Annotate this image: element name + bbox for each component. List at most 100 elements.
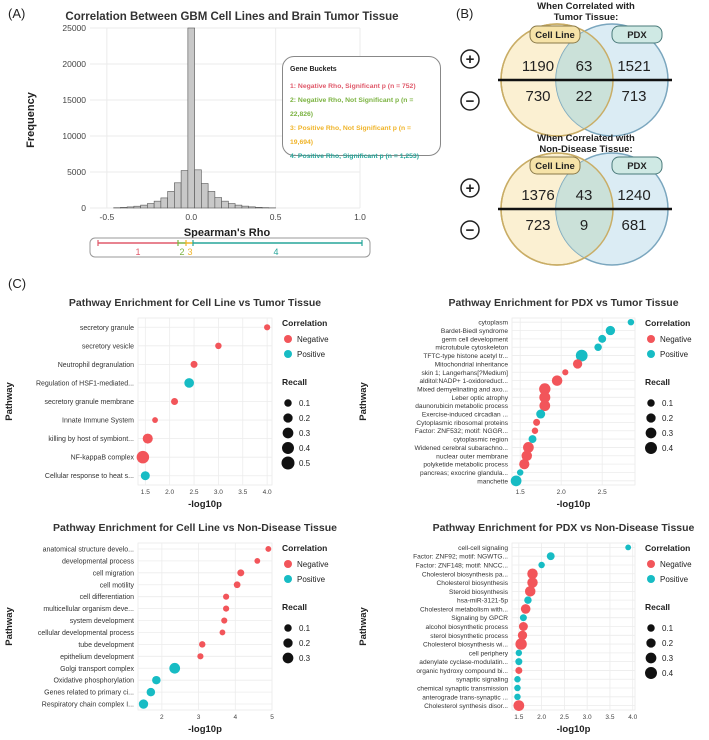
x-tick-label: 2.0 <box>557 489 566 496</box>
pathway-point <box>528 435 537 444</box>
pathway-point <box>527 568 538 580</box>
histogram-x-tick: 0.0 <box>185 212 197 222</box>
venn-bottom-plus-icon <box>460 178 480 198</box>
pathway-point <box>513 700 525 711</box>
legend-correlation-title: Correlation <box>282 318 327 328</box>
pathway-point <box>515 649 523 657</box>
x-tick-label: 1.5 <box>141 489 150 496</box>
chart-title: Pathway Enrichment for Cell Line vs Non-… <box>53 522 337 534</box>
legend-recall-label: 0.2 <box>662 639 674 648</box>
pathway-label: Neutrophil degranulation <box>58 362 134 369</box>
x-axis-label: -log10p <box>557 724 591 735</box>
pathway-label: manchette <box>477 478 508 485</box>
pathway-label: developmental process <box>62 558 134 565</box>
legend-recall-swatch <box>282 442 294 454</box>
venn-bottom-cellline-label: Cell Line <box>535 161 575 172</box>
venn-top-pos-left: 1190 <box>522 58 554 75</box>
legend-recall-swatch <box>284 624 292 632</box>
pathway-point <box>265 546 272 552</box>
legend-recall-label: 0.5 <box>299 459 311 468</box>
pathway-point <box>538 561 545 569</box>
histogram-title: Correlation Between GBM Cell Lines and B… <box>65 11 398 23</box>
venn-bottom-neg-left: 723 <box>525 217 550 234</box>
x-tick-label: 1.5 <box>516 489 525 496</box>
histogram-y-tick: 10000 <box>62 131 86 141</box>
pathway-chart-pdx-nondisease: Pathway Enrichment for PDX vs Non-Diseas… <box>358 522 695 735</box>
histogram-chart: Correlation Between GBM Cell Lines and B… <box>25 11 399 258</box>
pathway-point <box>516 469 524 476</box>
legend-negative-label: Negative <box>297 560 329 569</box>
pathway-chart-cellline-nondisease: Pathway Enrichment for Cell Line vs Non-… <box>4 522 337 735</box>
pathway-label: synaptic signaling <box>456 677 508 684</box>
x-tick-label: 3.5 <box>605 714 614 721</box>
histogram-bar <box>153 200 162 209</box>
pathway-label: Mixed demyelinating and axo... <box>417 386 508 393</box>
pathway-point <box>136 450 150 464</box>
pathway-point <box>524 586 536 597</box>
pathway-label: NF-kappaB complex <box>71 455 135 462</box>
legend-recall-swatch <box>645 427 657 439</box>
venn-top-minus-symbol: − <box>466 93 475 110</box>
pathway-label: secretory granule membrane <box>45 399 135 406</box>
legend-correlation-title: Correlation <box>282 543 327 553</box>
venn-top-cellline-tag <box>529 25 581 44</box>
y-axis-label: Pathway <box>358 382 369 421</box>
pathway-point <box>546 552 555 561</box>
legend-recall-label: 0.3 <box>299 429 311 438</box>
pathway-point <box>625 544 632 551</box>
pathway-point <box>524 596 532 604</box>
pathway-label: Widened cerebral subarachno... <box>415 445 509 452</box>
legend-recall-swatch <box>284 399 292 407</box>
histogram-bar <box>167 191 175 209</box>
legend-recall-title: Recall <box>645 602 670 612</box>
pathway-label: Respiratory chain complex I... <box>42 702 134 709</box>
pathway-label: Golgi transport complex <box>60 666 134 673</box>
pathway-point <box>521 450 533 462</box>
pathway-label: Factor: ZNF148; motif: NNCC... <box>416 562 508 569</box>
venn-top-neg-mid: 22 <box>576 88 593 105</box>
legend-correlation-title: Correlation <box>645 543 690 553</box>
pathway-label: cytoplasmic region <box>453 437 508 444</box>
y-axis-label: Pathway <box>4 607 15 646</box>
legend-recall-title: Recall <box>282 602 307 612</box>
venn-bottom-pos-mid: 43 <box>576 187 593 204</box>
pathway-label: nuclear outer membrane <box>436 453 508 460</box>
legend-recall-label: 0.4 <box>662 669 674 678</box>
x-tick-label: 3.0 <box>583 714 592 721</box>
pathway-chart-cellline-tumor: Pathway Enrichment for Cell Line vs Tumo… <box>4 297 329 510</box>
histogram-bar <box>140 204 148 209</box>
pathway-point <box>575 349 588 362</box>
histogram-bar <box>248 206 256 209</box>
legend-positive-label: Positive <box>297 350 326 359</box>
pathway-point <box>169 662 181 674</box>
histogram-x-tick: -0.5 <box>100 212 115 222</box>
pathway-point <box>140 471 150 481</box>
histogram-bar <box>147 203 155 209</box>
legend-recall-label: 0.3 <box>662 429 674 438</box>
pathway-label: alcohol biosynthetic process <box>426 624 509 631</box>
pathway-point <box>510 475 522 487</box>
legend-positive-label: Positive <box>660 350 689 359</box>
pathway-label: Factor: ZNF92; motif: NGWTG... <box>413 554 508 561</box>
histogram-bar <box>228 203 236 209</box>
pathway-label: Cellular response to heat s... <box>45 473 134 480</box>
pathway-label: hsa-miR-3121-5p <box>457 598 508 605</box>
pathway-point <box>539 400 551 412</box>
pathway-point <box>138 699 149 709</box>
legend-positive-swatch <box>647 350 655 358</box>
pathway-point <box>152 675 161 685</box>
pathway-label: Mitochondrial inheritance <box>435 361 509 368</box>
legend-positive-swatch <box>647 575 655 583</box>
gene-bucket-item-3: 3: Positive Rho, Not Significant p (n = … <box>290 125 412 146</box>
x-tick-label: 2.5 <box>560 714 569 721</box>
y-axis-label: Pathway <box>358 607 369 646</box>
legend-recall-label: 0.1 <box>662 624 674 633</box>
legend-recall-swatch <box>646 638 656 648</box>
pathway-point <box>219 629 226 636</box>
pathway-label: Cholesterol biosynthesis pa... <box>422 571 508 578</box>
pathway-label: cell migration <box>93 570 134 577</box>
legend-negative-label: Negative <box>660 335 692 344</box>
pathway-label: tube development <box>78 642 134 649</box>
histogram-x-tick: 1.0 <box>354 212 366 222</box>
pathway-point <box>519 614 527 622</box>
